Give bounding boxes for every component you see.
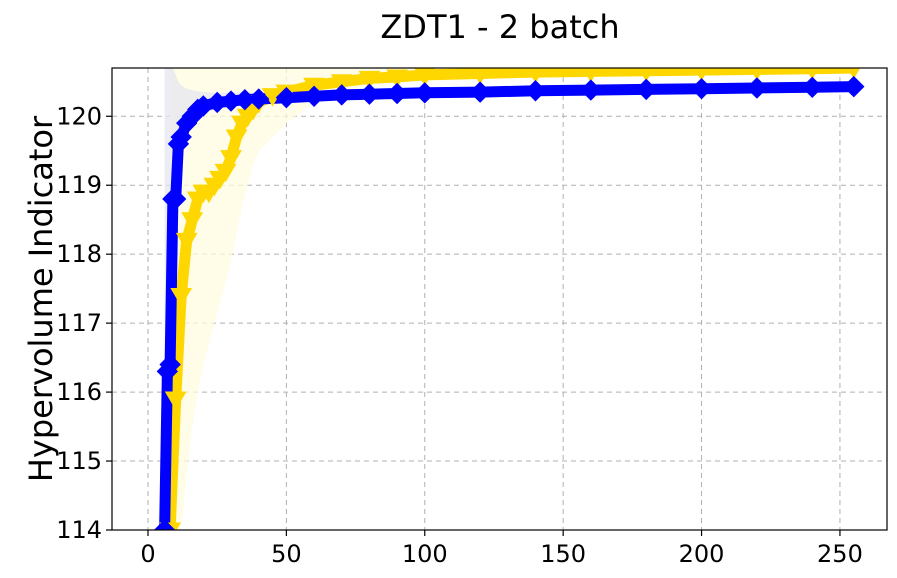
series-1-marker-17	[331, 84, 353, 106]
series-1-marker-19	[386, 82, 408, 105]
y-tick-label-3: 117	[56, 309, 102, 337]
series-0-marker-30	[805, 68, 820, 80]
series-1-marker-23	[580, 79, 602, 101]
series-0-marker-4	[181, 212, 204, 231]
series-0-marker-25	[526, 68, 545, 84]
series-0-marker-28	[693, 68, 710, 82]
series-0-marker-21	[358, 70, 381, 90]
series-0-marker-23	[414, 68, 436, 86]
series-0-marker-22	[386, 69, 408, 88]
y-tick-label-1: 115	[56, 447, 102, 475]
series-0-marker-31	[847, 68, 861, 79]
series-1-marker-27	[801, 76, 823, 99]
series-1-marker-14	[247, 88, 270, 110]
series-1-marker-16	[303, 85, 325, 107]
series-0-marker-27	[638, 68, 655, 82]
y-tick-label-5: 119	[56, 171, 102, 199]
series-1-marker-26	[746, 77, 768, 99]
series-1-marker-4	[164, 188, 187, 210]
series-1-marker-2	[159, 353, 181, 376]
series-0-marker-2	[170, 288, 193, 307]
series-0-marker-3	[175, 232, 198, 252]
confidence-bands	[164, 68, 854, 530]
series-0-marker-1	[164, 391, 187, 410]
series-1-marker-22	[524, 80, 547, 102]
series-0-marker-10	[214, 163, 237, 183]
x-tick-label-1: 50	[271, 540, 302, 568]
series-0-marker-24	[470, 68, 490, 85]
axis-ticks: 0 50 100 150 200 250 114 115 116 117 118 119 120	[56, 102, 863, 568]
series-0-marker-12	[225, 129, 248, 148]
series-1-marker-15	[275, 86, 298, 109]
series-1-marker-0	[153, 519, 176, 530]
series-1-marker-28	[843, 75, 865, 98]
x-tick-label-2: 100	[402, 540, 448, 568]
plot-frame	[111, 67, 888, 531]
y-tick-label-6: 120	[56, 102, 102, 130]
y-tick-label-4: 118	[56, 240, 102, 268]
series-1-marker-25	[690, 77, 713, 100]
x-tick-label-3: 150	[540, 540, 586, 568]
series-markers	[153, 68, 865, 530]
series-0-marker-29	[749, 68, 765, 81]
x-tick-label-0: 0	[140, 540, 155, 568]
chart-title: ZDT1 - 2 batch	[380, 8, 619, 46]
y-tick-label-2: 116	[56, 378, 102, 406]
series-1-line	[159, 81, 854, 530]
x-tick-label-4: 200	[679, 540, 725, 568]
series-1-marker-24	[635, 78, 657, 101]
series-1-marker-21	[469, 81, 491, 103]
series-0-marker-11	[220, 150, 242, 169]
series-1-marker-20	[414, 82, 436, 104]
y-tick-label-0: 114	[56, 516, 102, 544]
series-0-marker-20	[330, 74, 353, 93]
y-axis-label: Hypervolume Indicator	[22, 115, 60, 482]
x-tick-label-5: 250	[817, 540, 863, 568]
series-0-marker-26	[582, 68, 600, 83]
series-0-band	[170, 68, 854, 530]
series-1-marker-18	[358, 83, 381, 105]
